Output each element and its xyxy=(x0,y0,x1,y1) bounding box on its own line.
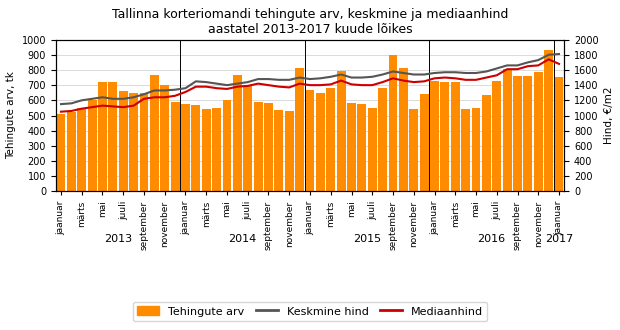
Bar xyxy=(140,93,148,191)
Text: 2016: 2016 xyxy=(477,234,506,244)
Bar xyxy=(316,93,325,191)
Bar xyxy=(389,55,397,191)
Bar xyxy=(461,110,470,191)
Bar xyxy=(523,76,533,191)
Bar xyxy=(129,93,138,191)
Bar xyxy=(87,100,97,191)
Bar xyxy=(368,108,377,191)
Bar xyxy=(544,50,553,191)
Bar xyxy=(295,68,304,191)
Legend: Tehingute arv, Keskmine hind, Mediaanhind: Tehingute arv, Keskmine hind, Mediaanhin… xyxy=(133,302,487,321)
Bar xyxy=(358,104,366,191)
Y-axis label: Tehingute arv, tk: Tehingute arv, tk xyxy=(6,72,16,159)
Bar xyxy=(451,82,459,191)
Bar xyxy=(233,75,242,191)
Bar xyxy=(181,104,190,191)
Bar xyxy=(420,94,428,191)
Text: 2015: 2015 xyxy=(353,234,381,244)
Bar xyxy=(337,72,345,191)
Bar xyxy=(192,105,200,191)
Bar xyxy=(119,91,128,191)
Bar xyxy=(78,108,86,191)
Y-axis label: Hind, €/m2: Hind, €/m2 xyxy=(604,87,614,144)
Bar xyxy=(378,88,387,191)
Text: 2013: 2013 xyxy=(104,234,132,244)
Bar xyxy=(67,112,76,191)
Bar xyxy=(161,85,169,191)
Bar xyxy=(150,75,159,191)
Bar xyxy=(275,110,283,191)
Text: 2017: 2017 xyxy=(545,234,573,244)
Bar xyxy=(492,82,501,191)
Bar xyxy=(56,114,65,191)
Title: Tallinna korteriomandi tehingute arv, keskmine ja mediaanhind
aastatel 2013-2017: Tallinna korteriomandi tehingute arv, ke… xyxy=(112,8,508,36)
Bar xyxy=(513,76,522,191)
Bar xyxy=(264,103,273,191)
Bar xyxy=(170,102,180,191)
Bar xyxy=(472,108,480,191)
Bar xyxy=(534,72,542,191)
Bar xyxy=(108,82,117,191)
Bar xyxy=(555,77,564,191)
Bar xyxy=(326,88,335,191)
Text: 2014: 2014 xyxy=(228,234,257,244)
Bar xyxy=(243,85,252,191)
Bar xyxy=(482,95,491,191)
Bar xyxy=(399,68,408,191)
Bar xyxy=(306,90,314,191)
Bar xyxy=(98,82,107,191)
Bar xyxy=(409,109,418,191)
Bar xyxy=(285,111,294,191)
Bar xyxy=(223,100,231,191)
Bar xyxy=(503,69,512,191)
Bar xyxy=(347,103,356,191)
Bar xyxy=(212,108,221,191)
Bar xyxy=(254,102,262,191)
Bar xyxy=(202,109,211,191)
Bar xyxy=(440,82,450,191)
Bar xyxy=(430,81,439,191)
